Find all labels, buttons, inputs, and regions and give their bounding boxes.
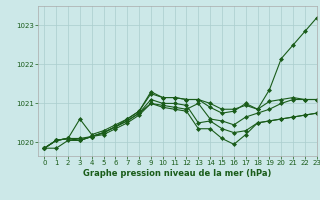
X-axis label: Graphe pression niveau de la mer (hPa): Graphe pression niveau de la mer (hPa) (84, 169, 272, 178)
